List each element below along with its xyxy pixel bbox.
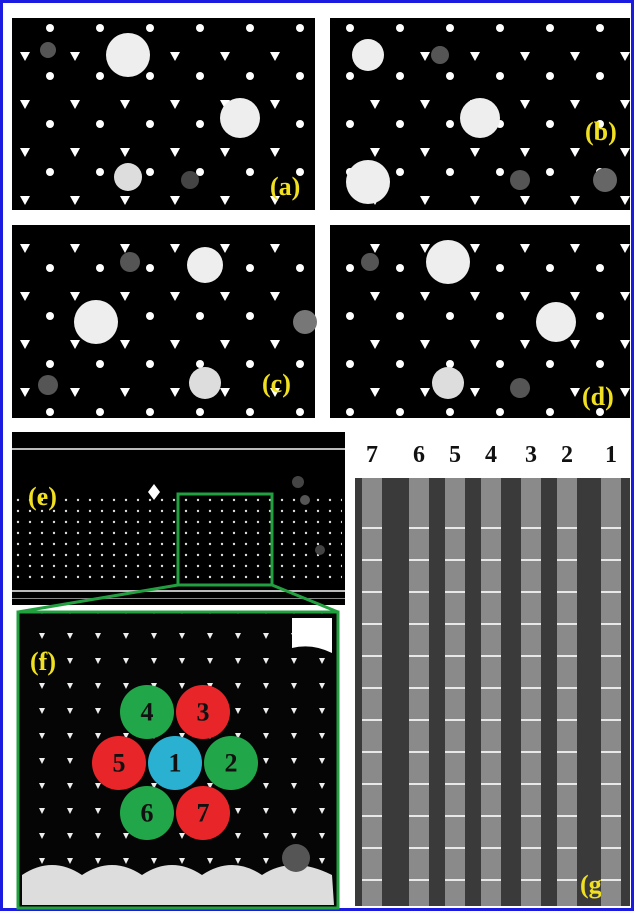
column-label: 5 (449, 442, 461, 468)
cell-number: 3 (197, 698, 210, 727)
panel-label: (a) (270, 172, 300, 201)
panel-label: (f) (30, 647, 56, 676)
column-label: 6 (413, 442, 425, 468)
fiber-ticks (481, 498, 501, 888)
panel-a: (a) (12, 18, 315, 210)
column-label: 2 (561, 442, 573, 468)
figure: (a) (b) (c) (d) (e) (f) 1 (0, 0, 634, 911)
cell-number: 4 (141, 698, 154, 727)
panel-g: (g) (355, 478, 630, 906)
column-label: 1 (605, 442, 617, 468)
cell-number: 6 (141, 799, 154, 828)
cell-number: 1 (169, 749, 182, 778)
panel-label: (b) (585, 117, 617, 146)
panel-b: (b) (330, 18, 630, 210)
cell-number: 5 (113, 749, 126, 778)
panel-label: (e) (28, 482, 57, 511)
panel-c: (c) (12, 225, 317, 418)
panel-f: (f) 1 23 456 7 (18, 612, 338, 908)
column-label: 4 (485, 442, 497, 468)
fiber-ticks (445, 498, 465, 888)
fiber-ticks (409, 498, 429, 888)
cell-number: 2 (225, 749, 238, 778)
column-label: 3 (525, 442, 537, 468)
fiber-ticks (601, 498, 621, 888)
panel-label: (c) (262, 369, 291, 398)
fiber-ticks (557, 498, 577, 888)
fiber-ticks (521, 498, 541, 888)
panel-e: (e) (12, 432, 345, 612)
column-label: 7 (366, 442, 378, 468)
panel-d: (d) (330, 225, 630, 418)
cell-number: 7 (197, 799, 210, 828)
fiber-ticks (362, 498, 382, 888)
panel-label: (d) (582, 382, 614, 411)
